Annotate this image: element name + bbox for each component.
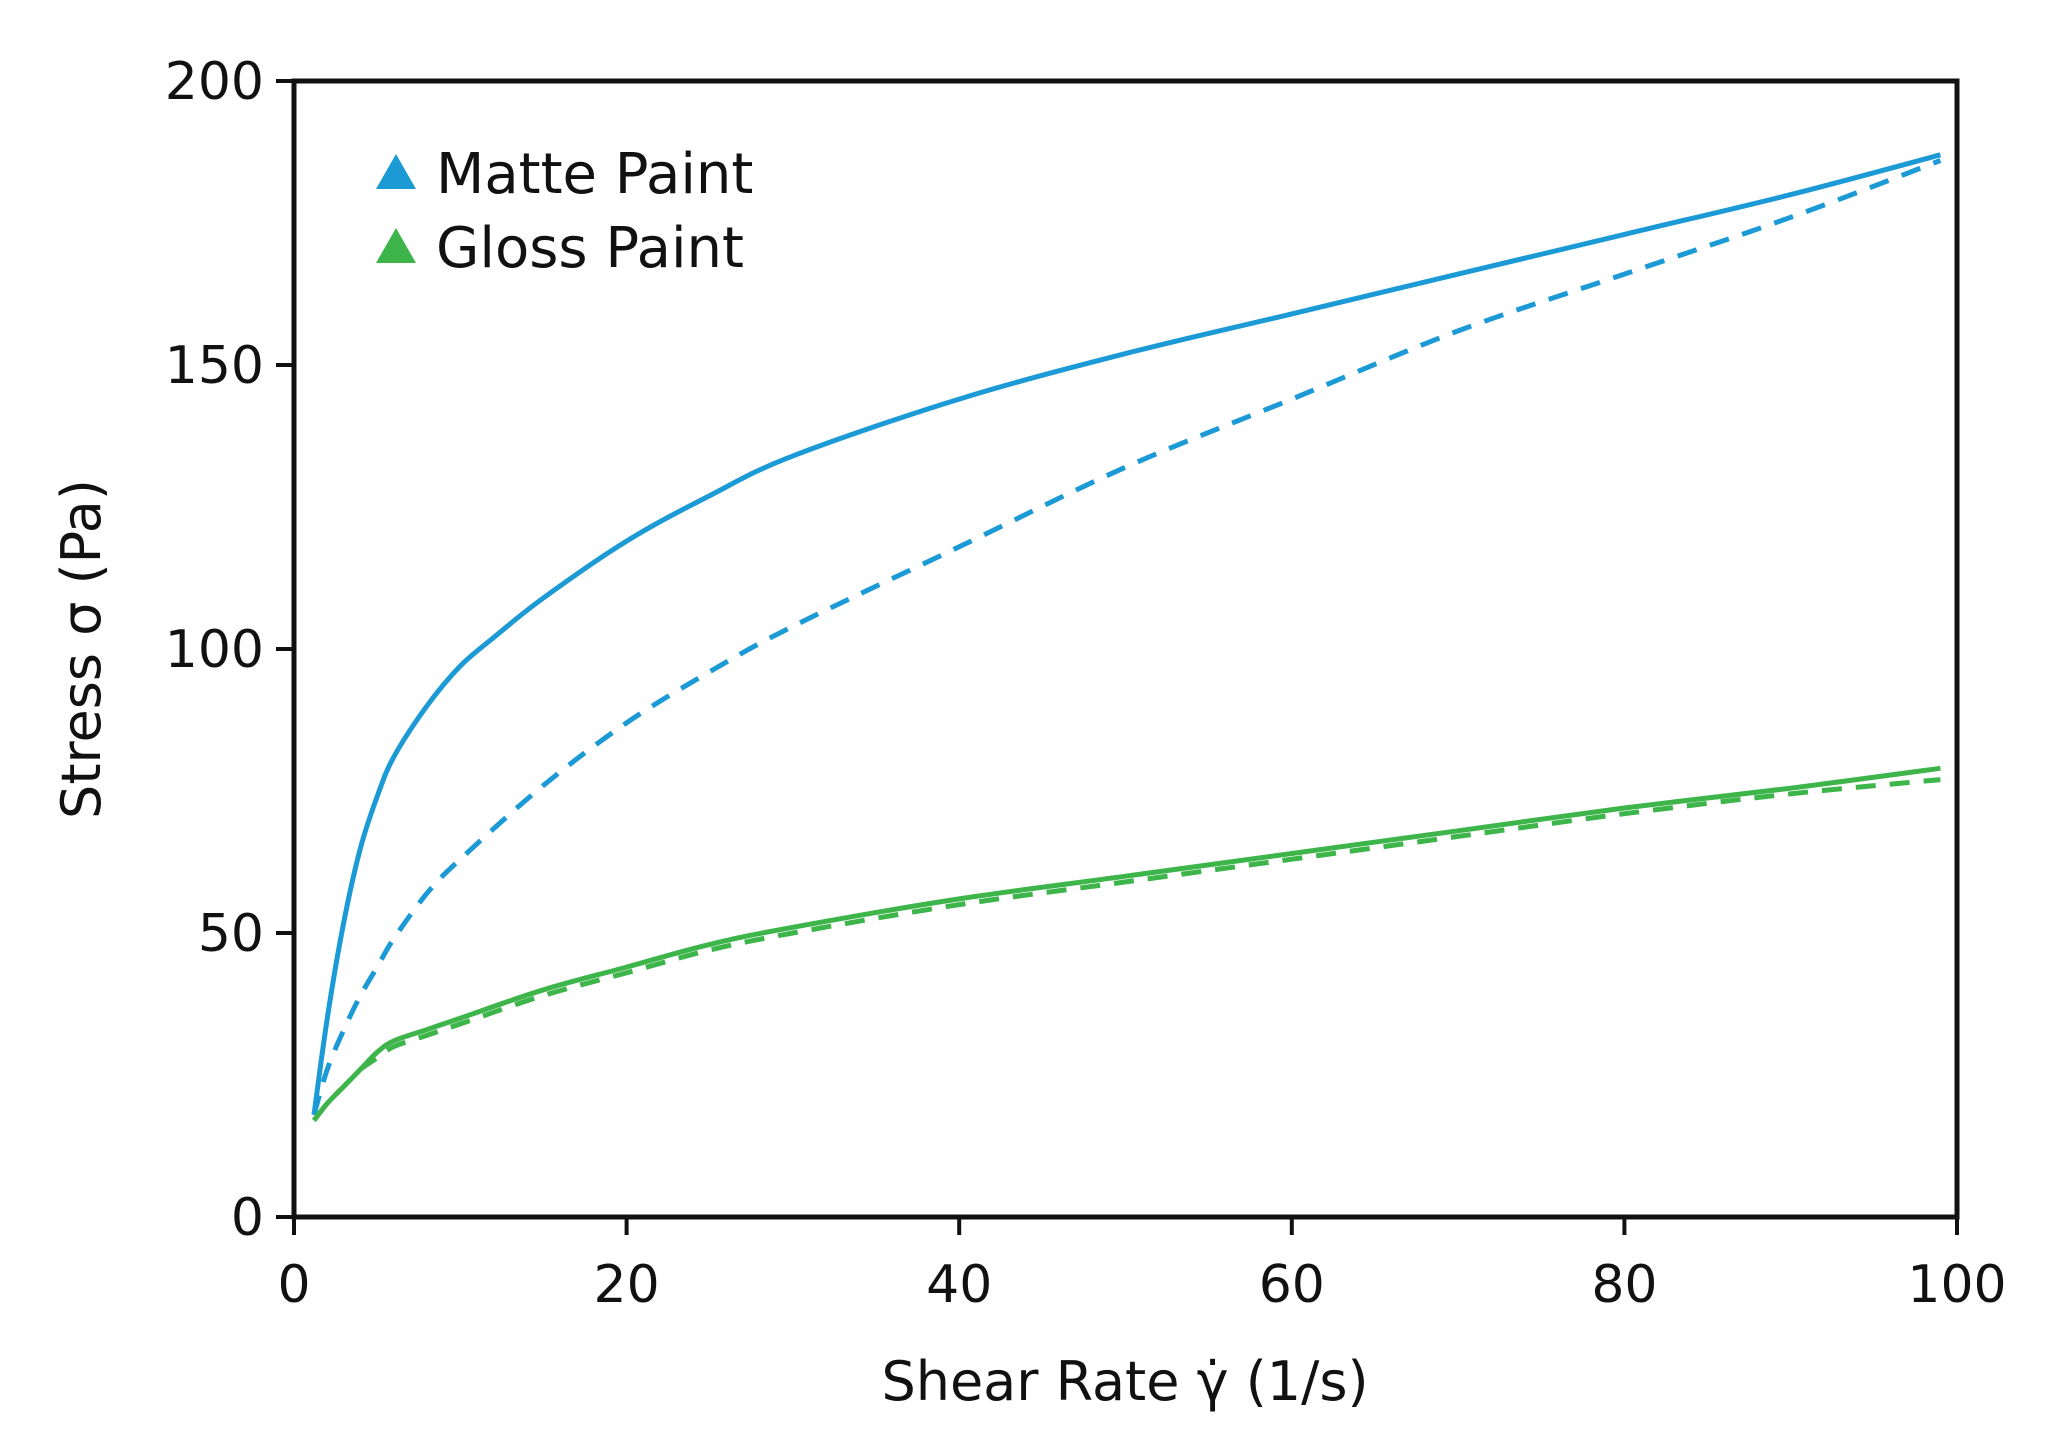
legend-marker-gloss-triangle [376,228,416,263]
gloss-paint-dashed-line [312,777,1941,1122]
matte-paint-dashed-line [311,158,1942,1116]
y-axis: 0 50 100 150 200 [165,52,294,1248]
x-axis-label: Shear Rate γ̇ (1/s) [881,1350,1368,1413]
x-tick-label: 20 [594,1255,660,1315]
x-tick-label: 80 [1591,1255,1657,1315]
y-tick-label: 0 [231,1188,264,1248]
y-tick-label: 100 [165,620,264,680]
series-lines [311,152,1942,1122]
legend: Matte Paint Gloss Paint [376,142,753,281]
y-tick-label: 200 [165,52,264,112]
gloss-paint-solid-line [312,765,1941,1122]
legend-label-matte: Matte Paint [436,142,753,207]
matte-paint-solid-line [311,152,1942,1116]
x-tick-label: 0 [277,1255,310,1315]
y-tick-label: 50 [198,904,264,964]
legend-item-matte: Matte Paint [376,142,753,207]
y-axis-label: Stress σ (Pa) [50,479,113,819]
x-tick-label: 60 [1259,1255,1325,1315]
x-axis: 0 20 40 60 80 100 [277,1217,2007,1315]
legend-marker-matte-triangle [376,154,416,189]
legend-item-gloss: Gloss Paint [376,216,744,281]
legend-label-gloss: Gloss Paint [436,216,744,281]
x-tick-label: 100 [1907,1255,2006,1315]
x-tick-label: 40 [926,1255,992,1315]
y-tick-label: 150 [165,336,264,396]
